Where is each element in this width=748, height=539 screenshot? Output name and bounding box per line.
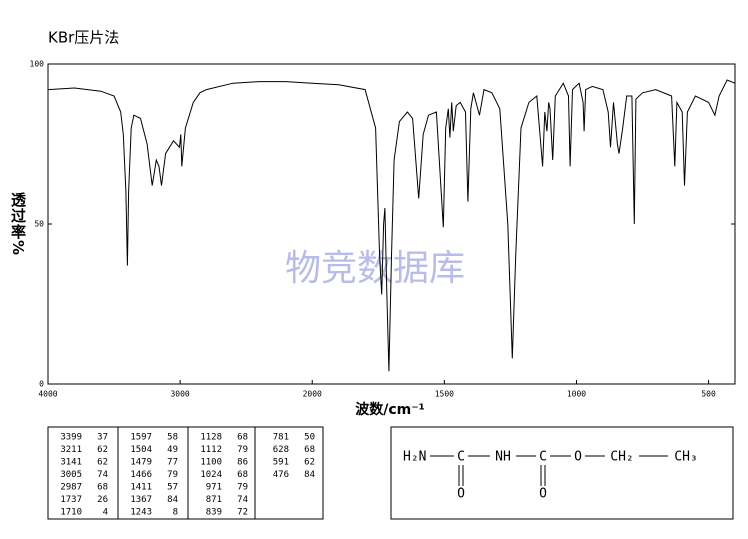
atom: NH bbox=[495, 450, 511, 465]
peak-wavenumber: 1737 bbox=[60, 495, 82, 505]
peak-wavenumber: 1597 bbox=[130, 433, 152, 443]
peak-transmittance: 77 bbox=[167, 458, 178, 468]
peak-wavenumber: 1466 bbox=[130, 470, 152, 480]
spectrum-line bbox=[47, 79, 736, 372]
peak-wavenumber: 3141 bbox=[60, 458, 82, 468]
peak-transmittance: 62 bbox=[304, 458, 315, 468]
atom: O bbox=[574, 450, 582, 465]
peak-wavenumber: 781 bbox=[273, 433, 289, 443]
peak-transmittance: 49 bbox=[167, 445, 178, 455]
peak-wavenumber: 1504 bbox=[130, 445, 152, 455]
peak-transmittance: 62 bbox=[97, 445, 108, 455]
peak-wavenumber: 3005 bbox=[60, 470, 82, 480]
peak-wavenumber: 871 bbox=[206, 495, 222, 505]
peak-transmittance: 84 bbox=[304, 470, 315, 480]
peak-transmittance: 84 bbox=[167, 495, 178, 505]
peak-wavenumber: 3211 bbox=[60, 445, 82, 455]
peak-wavenumber: 1710 bbox=[60, 508, 82, 518]
x-tick-label: 1500 bbox=[435, 390, 454, 399]
y-tick-label: 0 bbox=[39, 380, 44, 389]
peak-transmittance: 74 bbox=[237, 495, 248, 505]
atom: C bbox=[457, 450, 465, 465]
peak-wavenumber: 971 bbox=[206, 483, 222, 493]
peak-wavenumber: 591 bbox=[273, 458, 289, 468]
peak-wavenumber: 3399 bbox=[60, 433, 82, 443]
y-tick-label: 100 bbox=[30, 60, 45, 69]
peak-wavenumber: 628 bbox=[273, 445, 289, 455]
peak-transmittance: 74 bbox=[97, 470, 108, 480]
atom: CH₂ bbox=[610, 450, 633, 465]
peak-transmittance: 37 bbox=[97, 433, 108, 443]
peak-transmittance: 68 bbox=[237, 470, 248, 480]
x-tick-label: 2000 bbox=[303, 390, 322, 399]
x-tick-label: 3000 bbox=[170, 390, 189, 399]
peak-transmittance: 58 bbox=[167, 433, 178, 443]
x-tick-label: 4000 bbox=[38, 390, 57, 399]
peak-wavenumber: 1243 bbox=[130, 508, 152, 518]
peak-transmittance: 62 bbox=[97, 458, 108, 468]
peak-transmittance: 50 bbox=[304, 433, 315, 443]
y-tick-label: 50 bbox=[34, 220, 44, 229]
peak-table-frame bbox=[47, 426, 324, 520]
peak-transmittance: 68 bbox=[304, 445, 315, 455]
peak-wavenumber: 1024 bbox=[200, 470, 222, 480]
peak-transmittance: 79 bbox=[167, 470, 178, 480]
peak-wavenumber: 839 bbox=[206, 508, 222, 518]
peak-transmittance: 4 bbox=[103, 508, 108, 518]
peak-transmittance: 8 bbox=[173, 508, 178, 518]
peak-wavenumber: 1411 bbox=[130, 483, 152, 493]
peak-transmittance: 26 bbox=[97, 495, 108, 505]
peak-transmittance: 86 bbox=[237, 458, 248, 468]
atom: H₂N bbox=[403, 450, 426, 465]
atom: O bbox=[457, 487, 465, 502]
peak-wavenumber: 1100 bbox=[200, 458, 222, 468]
peak-transmittance: 72 bbox=[237, 508, 248, 518]
peak-transmittance: 57 bbox=[167, 483, 178, 493]
peak-wavenumber: 1128 bbox=[200, 433, 222, 443]
x-tick-label: 500 bbox=[701, 390, 716, 399]
y-axis-label: 透过率% bbox=[9, 192, 27, 257]
chart-title: KBr压片法 bbox=[48, 29, 119, 47]
peak-wavenumber: 476 bbox=[273, 470, 289, 480]
peak-wavenumber: 1367 bbox=[130, 495, 152, 505]
atom: C bbox=[539, 450, 547, 465]
peak-wavenumber: 1479 bbox=[130, 458, 152, 468]
x-tick-label: 1000 bbox=[567, 390, 586, 399]
peak-wavenumber: 2987 bbox=[60, 483, 82, 493]
atom: CH₃ bbox=[674, 450, 697, 465]
atom: O bbox=[539, 487, 547, 502]
structure-frame bbox=[390, 426, 734, 520]
watermark: 物竞数据库 bbox=[285, 248, 465, 289]
peak-wavenumber: 1112 bbox=[200, 445, 222, 455]
peak-transmittance: 79 bbox=[237, 483, 248, 493]
peak-transmittance: 79 bbox=[237, 445, 248, 455]
x-axis-label: 波数/cm⁻¹ bbox=[355, 401, 425, 418]
peak-transmittance: 68 bbox=[237, 433, 248, 443]
peak-transmittance: 68 bbox=[97, 483, 108, 493]
